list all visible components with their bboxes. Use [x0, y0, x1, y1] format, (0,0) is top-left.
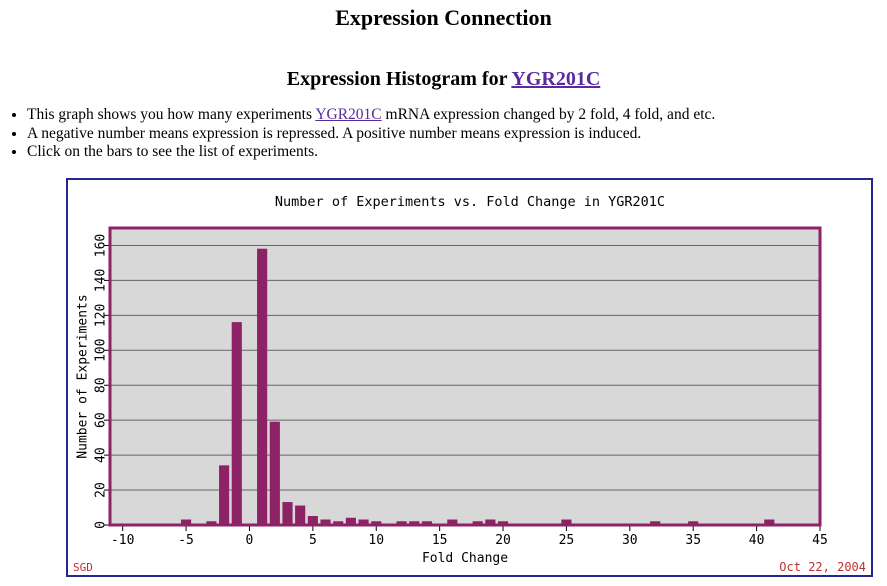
x-axis-label: Fold Change — [422, 551, 508, 566]
bullet-1-text-pre: This graph shows you how many experiment… — [27, 106, 312, 123]
histogram-bar[interactable] — [561, 519, 572, 525]
histogram-bar[interactable] — [764, 519, 775, 525]
histogram-bar[interactable] — [307, 515, 318, 525]
chart-box: Number of Experiments vs. Fold Change in… — [66, 177, 873, 577]
y-tick-label: 160 — [94, 233, 109, 256]
gene-link-heading[interactable]: YGR201C — [511, 68, 601, 90]
histogram-bar[interactable] — [472, 520, 483, 525]
histogram-bar[interactable] — [371, 520, 382, 525]
histogram-bar[interactable] — [650, 520, 661, 525]
histogram-bar[interactable] — [688, 520, 699, 525]
bullet-sign-info: A negative number means expression is re… — [27, 125, 887, 144]
y-tick-label: 0 — [94, 521, 109, 529]
histogram-bar[interactable] — [257, 248, 268, 525]
histogram-bar[interactable] — [219, 464, 230, 525]
histogram-bar[interactable] — [421, 520, 433, 525]
plot-area — [110, 227, 820, 525]
x-tick-label: 45 — [812, 533, 828, 548]
x-tick-label: 20 — [495, 533, 511, 548]
x-tick-label: 30 — [622, 533, 638, 548]
histogram-bar[interactable] — [320, 519, 331, 525]
x-tick-label: 15 — [432, 533, 448, 548]
histogram-bar[interactable] — [447, 519, 458, 525]
y-tick-label: 100 — [94, 338, 109, 361]
x-tick-label: 10 — [368, 533, 384, 548]
chart-title: Number of Experiments vs. Fold Change in… — [275, 194, 665, 210]
y-tick-label: 20 — [94, 482, 109, 498]
histogram-bar[interactable] — [409, 520, 420, 525]
histogram-bar[interactable] — [396, 520, 407, 525]
x-tick-label: 40 — [749, 533, 765, 548]
histogram-bar[interactable] — [269, 421, 280, 525]
bullet-graph-info: This graph shows you how many experiment… — [27, 106, 887, 125]
chart-date: Oct 22, 2004 — [779, 560, 866, 574]
gene-link-bullet[interactable]: YGR201C — [315, 106, 382, 123]
histogram-bar[interactable] — [282, 501, 293, 525]
info-bullets: This graph shows you how many experiment… — [0, 106, 887, 162]
histogram-bar[interactable] — [345, 517, 356, 525]
x-tick-label: -10 — [111, 533, 134, 548]
plot-frame — [108, 226, 822, 526]
histogram-bar[interactable] — [181, 519, 192, 525]
bullet-1-text-post: mRNA expression changed by 2 fold, 4 fol… — [385, 106, 716, 123]
x-tick-label: 25 — [559, 533, 575, 548]
x-tick-label: 0 — [246, 533, 254, 548]
page-title: Expression Connection — [335, 5, 552, 30]
histogram-heading: Expression Histogram for YGR201C — [0, 67, 887, 91]
x-tick-label: -5 — [178, 533, 194, 548]
histogram-heading-text: Expression Histogram for — [286, 68, 508, 90]
histogram-bar[interactable] — [295, 505, 306, 525]
histogram-bar[interactable] — [231, 321, 242, 525]
histogram-bar[interactable] — [333, 520, 344, 525]
y-tick-label: 80 — [94, 377, 109, 393]
histogram-bar[interactable] — [485, 519, 496, 525]
y-tick-label: 40 — [94, 447, 109, 463]
y-tick-label: 120 — [94, 303, 109, 326]
sgd-credit: SGD — [73, 561, 93, 574]
bullet-click-info: Click on the bars to see the list of exp… — [27, 143, 887, 162]
x-tick-label: 5 — [309, 533, 317, 548]
histogram-bar[interactable] — [497, 520, 509, 525]
histogram-bar[interactable] — [206, 520, 217, 525]
histogram-bar[interactable] — [358, 519, 369, 525]
y-axis-label: Number of Experiments — [76, 294, 91, 458]
y-tick-label: 60 — [94, 412, 109, 428]
y-tick-label: 140 — [94, 268, 109, 291]
histogram-chart: Number of Experiments vs. Fold Change in… — [73, 194, 866, 574]
x-tick-label: 35 — [685, 533, 701, 548]
